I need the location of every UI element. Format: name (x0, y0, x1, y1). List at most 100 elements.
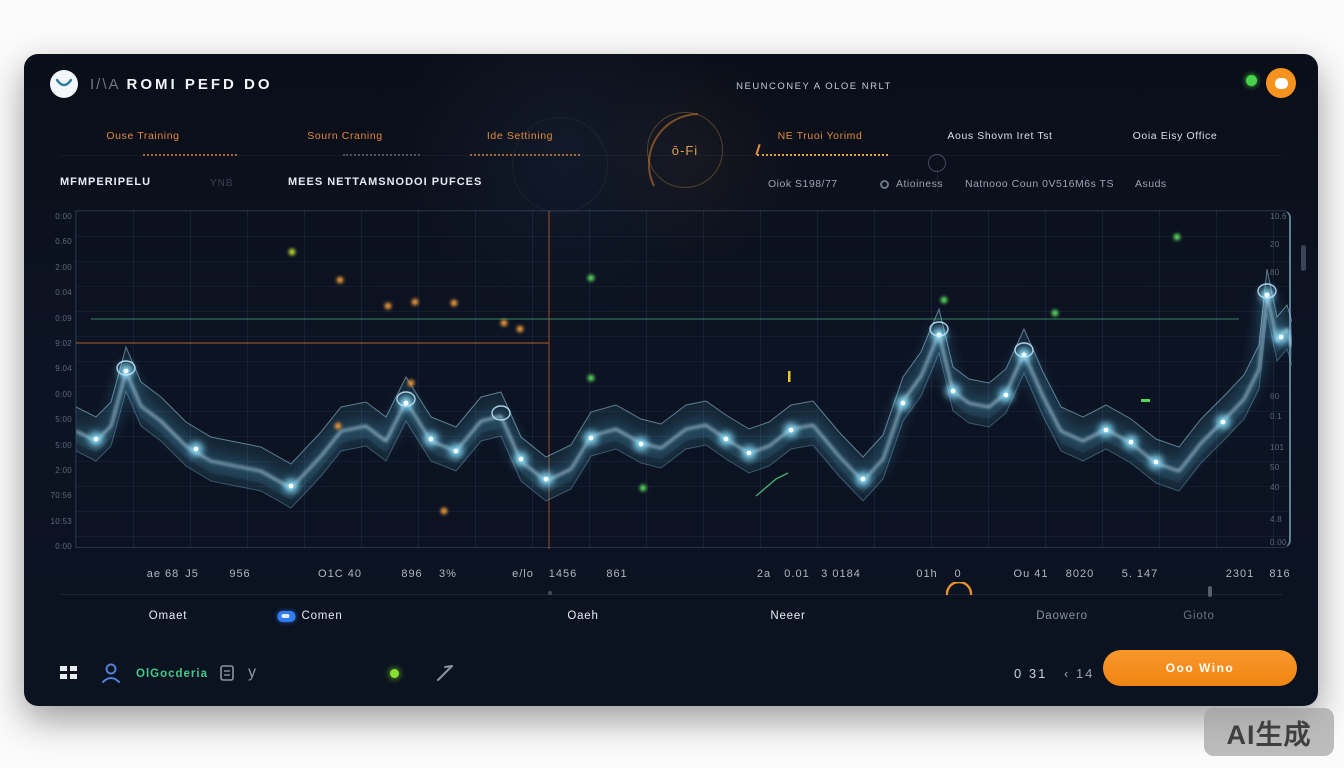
section-neeer[interactable]: Neeer (770, 610, 805, 622)
subheader-secondary: MEES NETTAMSNODOI PUFCES (288, 176, 483, 188)
stack-icon[interactable] (220, 665, 234, 681)
peak-marker (1257, 283, 1277, 299)
y-tick-left: 5:00 (55, 440, 72, 450)
waveform-node-core (193, 446, 199, 452)
peak-marker (491, 405, 511, 421)
waveform-band-inner (76, 293, 1292, 500)
ai-watermark: AI生成 (1204, 708, 1334, 756)
y-tool-icon[interactable]: y (248, 664, 256, 681)
tab-aous-shovm-iret-tst[interactable]: Aous Shovm Iret Tst (947, 130, 1053, 142)
waveform-node-core (860, 476, 866, 482)
status-dot (1246, 75, 1257, 86)
divider-tick-icon (1208, 586, 1212, 597)
header-subtitle: NEUNCONEY A OLOE NRLT (736, 81, 892, 92)
waveform-node-core (1153, 459, 1159, 465)
scatter-dot (500, 319, 508, 327)
waveform-node-core (950, 388, 956, 394)
waveform-node-core (1220, 419, 1226, 425)
section-label-text: Omaet (148, 610, 188, 622)
playhead-chevron-icon[interactable] (944, 582, 974, 596)
record-indicator-icon[interactable] (390, 669, 399, 678)
vtick-mark (788, 371, 791, 382)
peak-marker (396, 391, 416, 407)
user-icon[interactable] (100, 662, 122, 684)
section-gioto[interactable]: Gioto (1183, 610, 1215, 622)
subheader-primary: MFMPERIPELU (60, 176, 152, 188)
tab-underline-3 (757, 154, 888, 156)
x-tick: 0.01 (784, 568, 810, 580)
x-tick: 896 (401, 568, 423, 580)
waveform-chart-canvas[interactable] (75, 210, 1292, 549)
green-trend-line (755, 472, 789, 497)
section-label-text: Oaeh (567, 610, 599, 622)
waveform-node-core (723, 436, 729, 442)
waveform-node-core (453, 448, 459, 454)
scatter-dot (384, 302, 392, 310)
section-daowero[interactable]: Daowero (1036, 610, 1088, 622)
section-comen[interactable]: Comen (277, 610, 342, 622)
app-logo[interactable] (50, 70, 78, 98)
scatter-dot (639, 484, 647, 492)
x-tick: J5 (185, 568, 199, 580)
y-tick-left: 0:00 (55, 212, 72, 221)
blue-tag-icon (277, 610, 296, 622)
x-tick: 01h (916, 568, 938, 580)
y-tick-right: 50 (1270, 463, 1280, 472)
device-label[interactable]: OlGocderia (136, 668, 208, 680)
logo-smile-icon (55, 78, 73, 87)
subheader-natnooo-coun-0v516m6s-ts: Natnooo Coun 0V516M6s TS (965, 178, 1114, 190)
primary-cta-button[interactable]: Ooo Wino (1103, 650, 1297, 686)
y-tick-right: 4.8 (1270, 515, 1283, 524)
waveform-node-core (93, 436, 99, 442)
section-label-text: Gioto (1183, 610, 1215, 622)
waveform-svg (76, 211, 1292, 549)
waveform-node-core (1278, 334, 1284, 340)
section-omaet[interactable]: Omaet (149, 610, 188, 622)
x-tick: 0 (954, 568, 962, 580)
action-blob-icon (1274, 77, 1288, 89)
slash-arrow-icon[interactable] (436, 664, 454, 682)
y-tick-right: 10.6 (1270, 212, 1287, 221)
y-tick-right: 0.00 (1270, 538, 1287, 547)
center-badge[interactable]: ō-Fi (647, 112, 723, 188)
waveform-node-core (788, 427, 794, 433)
time-display-sub: ‹ 14 (1064, 666, 1095, 681)
peak-marker (1014, 342, 1034, 358)
scatter-dot (440, 507, 448, 515)
grid-view-icon[interactable] (60, 666, 78, 680)
section-label-text: Daowero (1036, 610, 1088, 622)
y-tick-left: 5:00 (55, 415, 72, 425)
tab-ooia-eisy-office[interactable]: Ooia Eisy Office (1132, 130, 1218, 142)
x-tick: Ou 41 (1013, 568, 1049, 580)
x-tick: 956 (229, 568, 251, 580)
time-display-main: 0 31 (1014, 666, 1048, 681)
scatter-dot (940, 296, 948, 304)
header-action-button[interactable] (1266, 68, 1296, 98)
scatter-dot (407, 379, 415, 387)
app-window: I/\A ROMI PEFD DO NEUNCONEY A OLOE NRLT O… (24, 54, 1318, 706)
x-tick: 861 (606, 568, 628, 580)
gear-icon (880, 180, 889, 189)
waveform-node-core (1021, 352, 1027, 358)
x-tick: 3 0184 (821, 568, 861, 580)
y-tick-left: 0:04 (55, 288, 72, 298)
tab-sourn-craning[interactable]: Sourn Craning (307, 130, 383, 142)
section-label-text: Comen (301, 610, 343, 622)
waveform-node-core (123, 368, 129, 374)
tab-ne-truoi-yorimd[interactable]: NE Truoi Yorimd (777, 130, 863, 142)
tab-ouse-training[interactable]: Ouse Training (106, 130, 180, 142)
y-tick-right: 60 (1270, 392, 1280, 401)
y-tick-left: 0.60 (55, 237, 72, 247)
waveform-node-core (588, 435, 594, 441)
waveform-node-core (288, 483, 294, 489)
subheader-oiok-s198-77: Oiok S198/77 (768, 178, 838, 190)
hdash-mark (1141, 399, 1150, 402)
x-tick: 5. 147 (1121, 568, 1159, 580)
scatter-dot (516, 325, 524, 333)
section-oaeh[interactable]: Oaeh (567, 610, 598, 622)
waveform-node-core (403, 400, 409, 406)
scatter-dot (450, 299, 458, 307)
waveform-node-core (900, 400, 906, 406)
x-tick: 1456 (548, 568, 578, 580)
chart-scrollbar-thumb[interactable] (1301, 245, 1306, 271)
